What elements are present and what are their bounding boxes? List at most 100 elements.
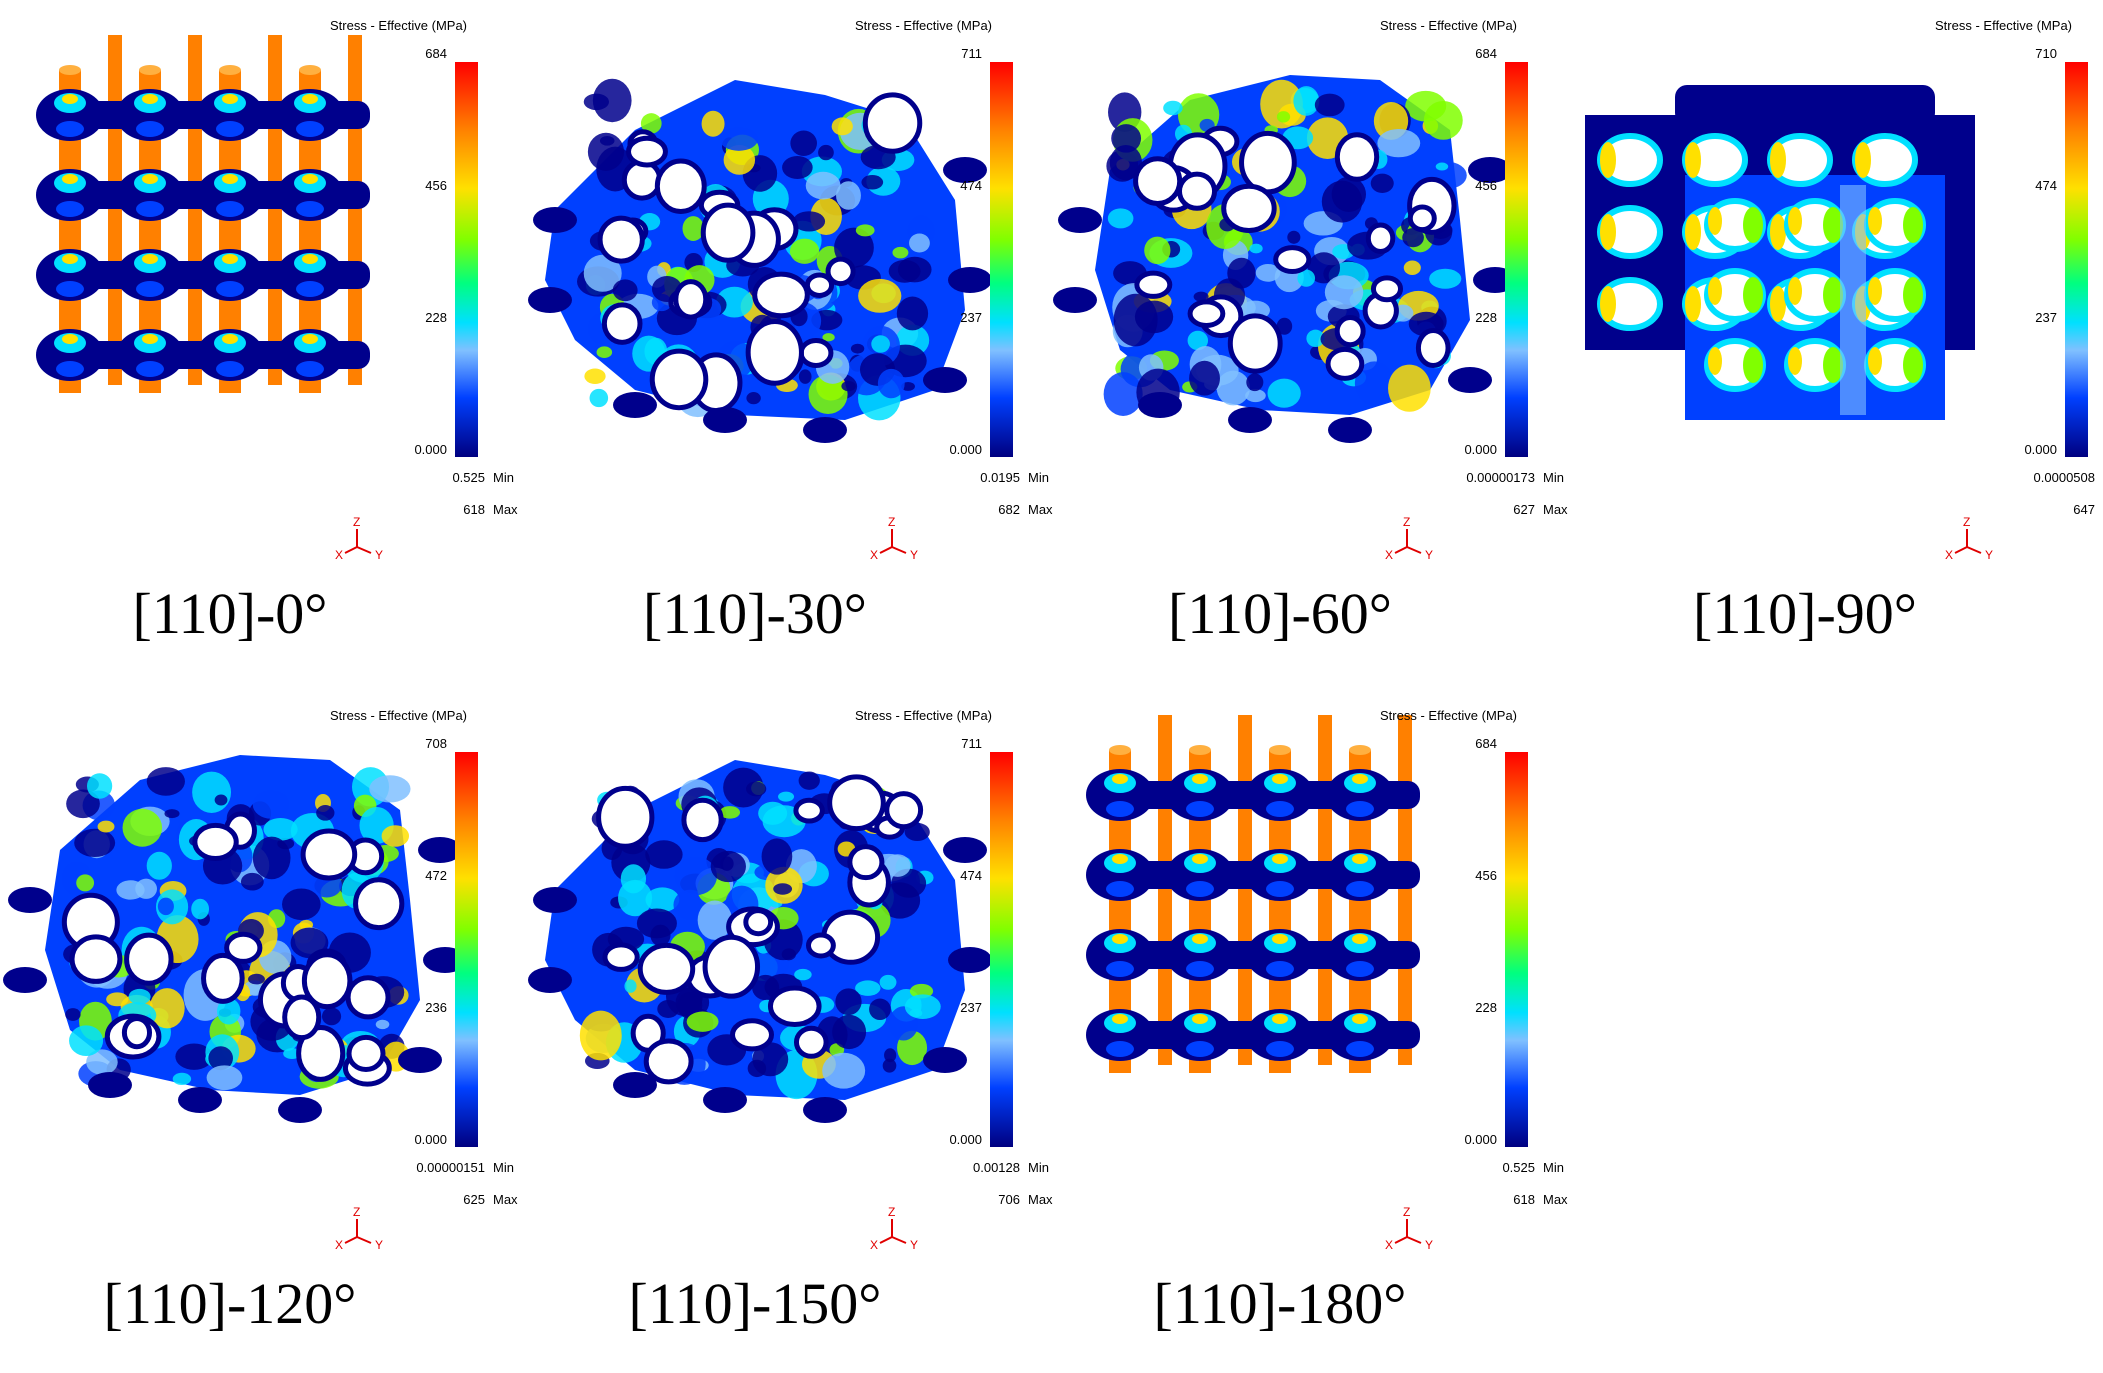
stress-blotch xyxy=(76,874,95,892)
node xyxy=(1246,1009,1314,1061)
colorbar-tick-label: 0.000 xyxy=(414,1132,447,1147)
stress-blotch xyxy=(1403,260,1421,275)
x-axis xyxy=(1394,546,1408,554)
pore xyxy=(884,791,924,830)
lattice-ordered xyxy=(36,35,370,393)
node-stress-peak xyxy=(1352,934,1368,944)
stress-blotch xyxy=(686,1011,719,1032)
colorbar-tick-label: 474 xyxy=(2035,178,2057,193)
fe-model-render xyxy=(3,755,467,1123)
node-stress xyxy=(56,121,84,137)
pore xyxy=(1415,328,1451,369)
stress-blotch xyxy=(175,1043,213,1070)
min-label: Min xyxy=(1028,470,1049,485)
node xyxy=(196,249,264,301)
node-stress xyxy=(296,361,324,377)
stress-blotch xyxy=(369,775,411,803)
pore xyxy=(296,1025,346,1082)
colorbar-tick-label: 710 xyxy=(2035,46,2057,61)
box-top xyxy=(1675,85,1935,125)
stress-band xyxy=(1743,207,1763,243)
stress-blotch xyxy=(773,883,793,895)
stress-blotch xyxy=(781,948,796,961)
colorbar-tick-label: 0.000 xyxy=(414,442,447,457)
axis-triad-icon: Z X Y xyxy=(870,1205,918,1252)
stress-blotch xyxy=(697,900,733,940)
arm xyxy=(178,1087,222,1113)
node-stress-peak xyxy=(62,334,78,344)
node xyxy=(1166,1009,1234,1061)
node-stress-peak xyxy=(62,254,78,264)
stress-blotch xyxy=(208,1046,233,1071)
node xyxy=(36,329,104,381)
stress-band xyxy=(1743,347,1763,383)
fe-model-render xyxy=(1086,715,1420,1073)
node-stress xyxy=(1346,801,1374,817)
pore xyxy=(1227,313,1283,374)
arm xyxy=(943,157,987,183)
node xyxy=(1086,929,1154,981)
stress-blotch xyxy=(1111,124,1142,153)
stress-band xyxy=(1600,142,1616,178)
node-stress xyxy=(56,281,84,297)
stress-blotch xyxy=(122,808,163,847)
y-axis xyxy=(356,1236,372,1244)
arm xyxy=(703,1087,747,1113)
stress-blotch xyxy=(831,117,853,136)
panel-caption: [110]-0° xyxy=(132,581,328,646)
pore xyxy=(793,1025,829,1059)
pore xyxy=(301,952,353,1010)
node-stress-peak xyxy=(142,254,158,264)
node xyxy=(196,89,264,141)
arm xyxy=(418,837,462,863)
stress-blotch xyxy=(321,1007,342,1026)
stress-blotch xyxy=(86,773,113,799)
stress-panel: Stress - Effective (MPa) 684 456 228 0.000 0.… xyxy=(0,0,525,680)
pore xyxy=(654,158,707,214)
max-label: Max xyxy=(493,1192,518,1207)
stress-blotch xyxy=(589,388,609,408)
lattice-gyroid xyxy=(1053,75,1517,443)
legend-title: Stress - Effective (MPa) xyxy=(1935,18,2073,33)
lattice-gyroid xyxy=(528,760,992,1123)
pore xyxy=(353,877,405,931)
stress-blotch xyxy=(192,771,232,813)
stress-blotch xyxy=(871,335,890,353)
arm xyxy=(1228,407,1272,433)
colorbar-tick-label: 684 xyxy=(425,46,447,61)
stress-blotch xyxy=(1297,269,1316,287)
arm xyxy=(803,417,847,443)
colorbar-tick-label: 711 xyxy=(961,46,982,61)
colorbar-tick-label: 237 xyxy=(960,1000,982,1015)
colorbar-tick-label: 237 xyxy=(960,310,982,325)
stress-blotch xyxy=(869,998,891,1021)
node xyxy=(1166,929,1234,981)
stress-blotch xyxy=(1293,86,1320,116)
panel-caption: [110]-180° xyxy=(1153,1271,1407,1336)
node xyxy=(276,169,344,221)
pore xyxy=(1334,314,1366,348)
colorbar xyxy=(1505,752,1528,1147)
pore xyxy=(862,92,923,154)
stress-blotch xyxy=(252,790,290,819)
x-axis xyxy=(1954,546,1968,554)
stress-blotch xyxy=(805,171,841,200)
stress-panel: Stress - Effective (MPa) 711 474 237 0.000 0.… xyxy=(525,690,1053,1370)
lattice-gyroid xyxy=(3,755,467,1123)
node xyxy=(116,89,184,141)
node-stress xyxy=(1266,881,1294,897)
pore xyxy=(192,822,239,862)
y-axis xyxy=(1966,546,1982,554)
node-stress xyxy=(216,201,244,217)
node xyxy=(1326,769,1394,821)
z-label: Z xyxy=(1963,515,1970,529)
min-readout: 0.00000173 Min xyxy=(1425,470,1564,485)
node-stress-peak xyxy=(1272,1014,1288,1024)
arm xyxy=(1058,207,1102,233)
fe-model-render xyxy=(1585,85,1975,420)
stress-band xyxy=(1708,207,1722,235)
max-value: 618 xyxy=(1513,1192,1535,1207)
min-value: 0.525 xyxy=(452,470,485,485)
arm xyxy=(1138,392,1182,418)
min-label: Min xyxy=(1543,470,1564,485)
